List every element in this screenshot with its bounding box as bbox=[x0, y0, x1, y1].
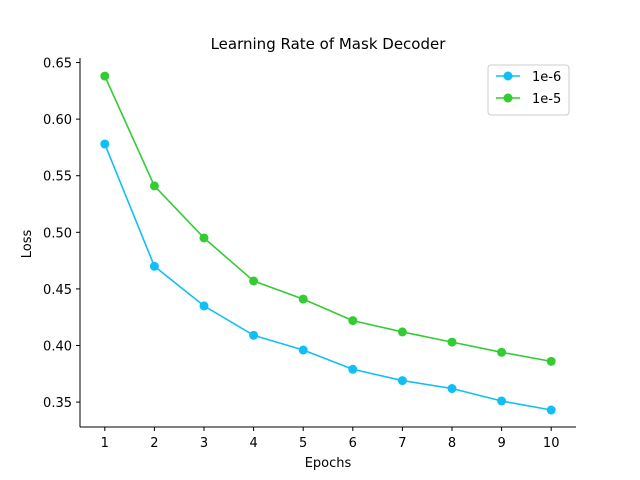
y-tick-label: 0.50 bbox=[43, 226, 72, 241]
series-line bbox=[104, 143, 552, 411]
data-point bbox=[149, 261, 159, 271]
legend-label: 1e-5 bbox=[532, 92, 561, 107]
series-line bbox=[104, 75, 552, 363]
data-point bbox=[199, 301, 209, 311]
x-tick-label: 9 bbox=[497, 436, 505, 451]
y-tick-label: 0.55 bbox=[43, 170, 72, 185]
data-point bbox=[447, 384, 457, 394]
legend-marker-swatch bbox=[503, 93, 513, 103]
data-point bbox=[199, 233, 209, 243]
y-tick-label: 0.40 bbox=[43, 340, 72, 355]
legend-item: 1e-5 bbox=[496, 92, 561, 107]
series-1 bbox=[100, 139, 556, 415]
data-point bbox=[497, 396, 507, 406]
legend-label: 1e-6 bbox=[532, 70, 561, 85]
data-point bbox=[298, 345, 308, 355]
x-tick-label: 4 bbox=[249, 436, 257, 451]
data-point bbox=[397, 376, 407, 386]
plot-area: 1 2 3 4 5 6 7 8 9 10 0.35 0.40 0.45 0.50 0.55 0.60 0.65 bbox=[43, 57, 576, 451]
y-tick-label: 0.65 bbox=[43, 57, 72, 72]
data-point bbox=[546, 405, 556, 415]
data-point bbox=[348, 316, 358, 326]
x-tick-label: 8 bbox=[448, 436, 456, 451]
data-point bbox=[249, 330, 259, 340]
x-tick-label: 10 bbox=[543, 436, 560, 451]
data-point bbox=[397, 327, 407, 337]
data-point bbox=[348, 364, 358, 374]
y-tick-label: 0.35 bbox=[43, 396, 72, 411]
legend-marker-swatch bbox=[503, 71, 513, 81]
series-2 bbox=[100, 71, 556, 366]
y-tick-label: 0.60 bbox=[43, 113, 72, 128]
data-point bbox=[100, 71, 110, 81]
chart-title: Learning Rate of Mask Decoder bbox=[211, 35, 447, 53]
x-tick-label: 3 bbox=[200, 436, 208, 451]
x-axis-title: Epochs bbox=[305, 456, 352, 471]
data-point bbox=[447, 337, 457, 347]
x-tick-label: 2 bbox=[150, 436, 158, 451]
x-tick-label: 7 bbox=[398, 436, 406, 451]
x-tick-label: 6 bbox=[349, 436, 357, 451]
data-point bbox=[298, 294, 308, 304]
legend-item: 1e-6 bbox=[496, 70, 561, 85]
y-tick-label: 0.45 bbox=[43, 283, 72, 298]
data-point bbox=[546, 356, 556, 366]
x-tick-label: 1 bbox=[101, 436, 109, 451]
data-point bbox=[149, 181, 159, 191]
x-tick-label: 5 bbox=[299, 436, 307, 451]
data-point bbox=[100, 139, 110, 149]
data-point bbox=[497, 347, 507, 357]
data-point bbox=[249, 276, 259, 286]
y-axis-title: Loss bbox=[20, 230, 35, 259]
legend: 1e-6 1e-5 bbox=[487, 64, 570, 116]
